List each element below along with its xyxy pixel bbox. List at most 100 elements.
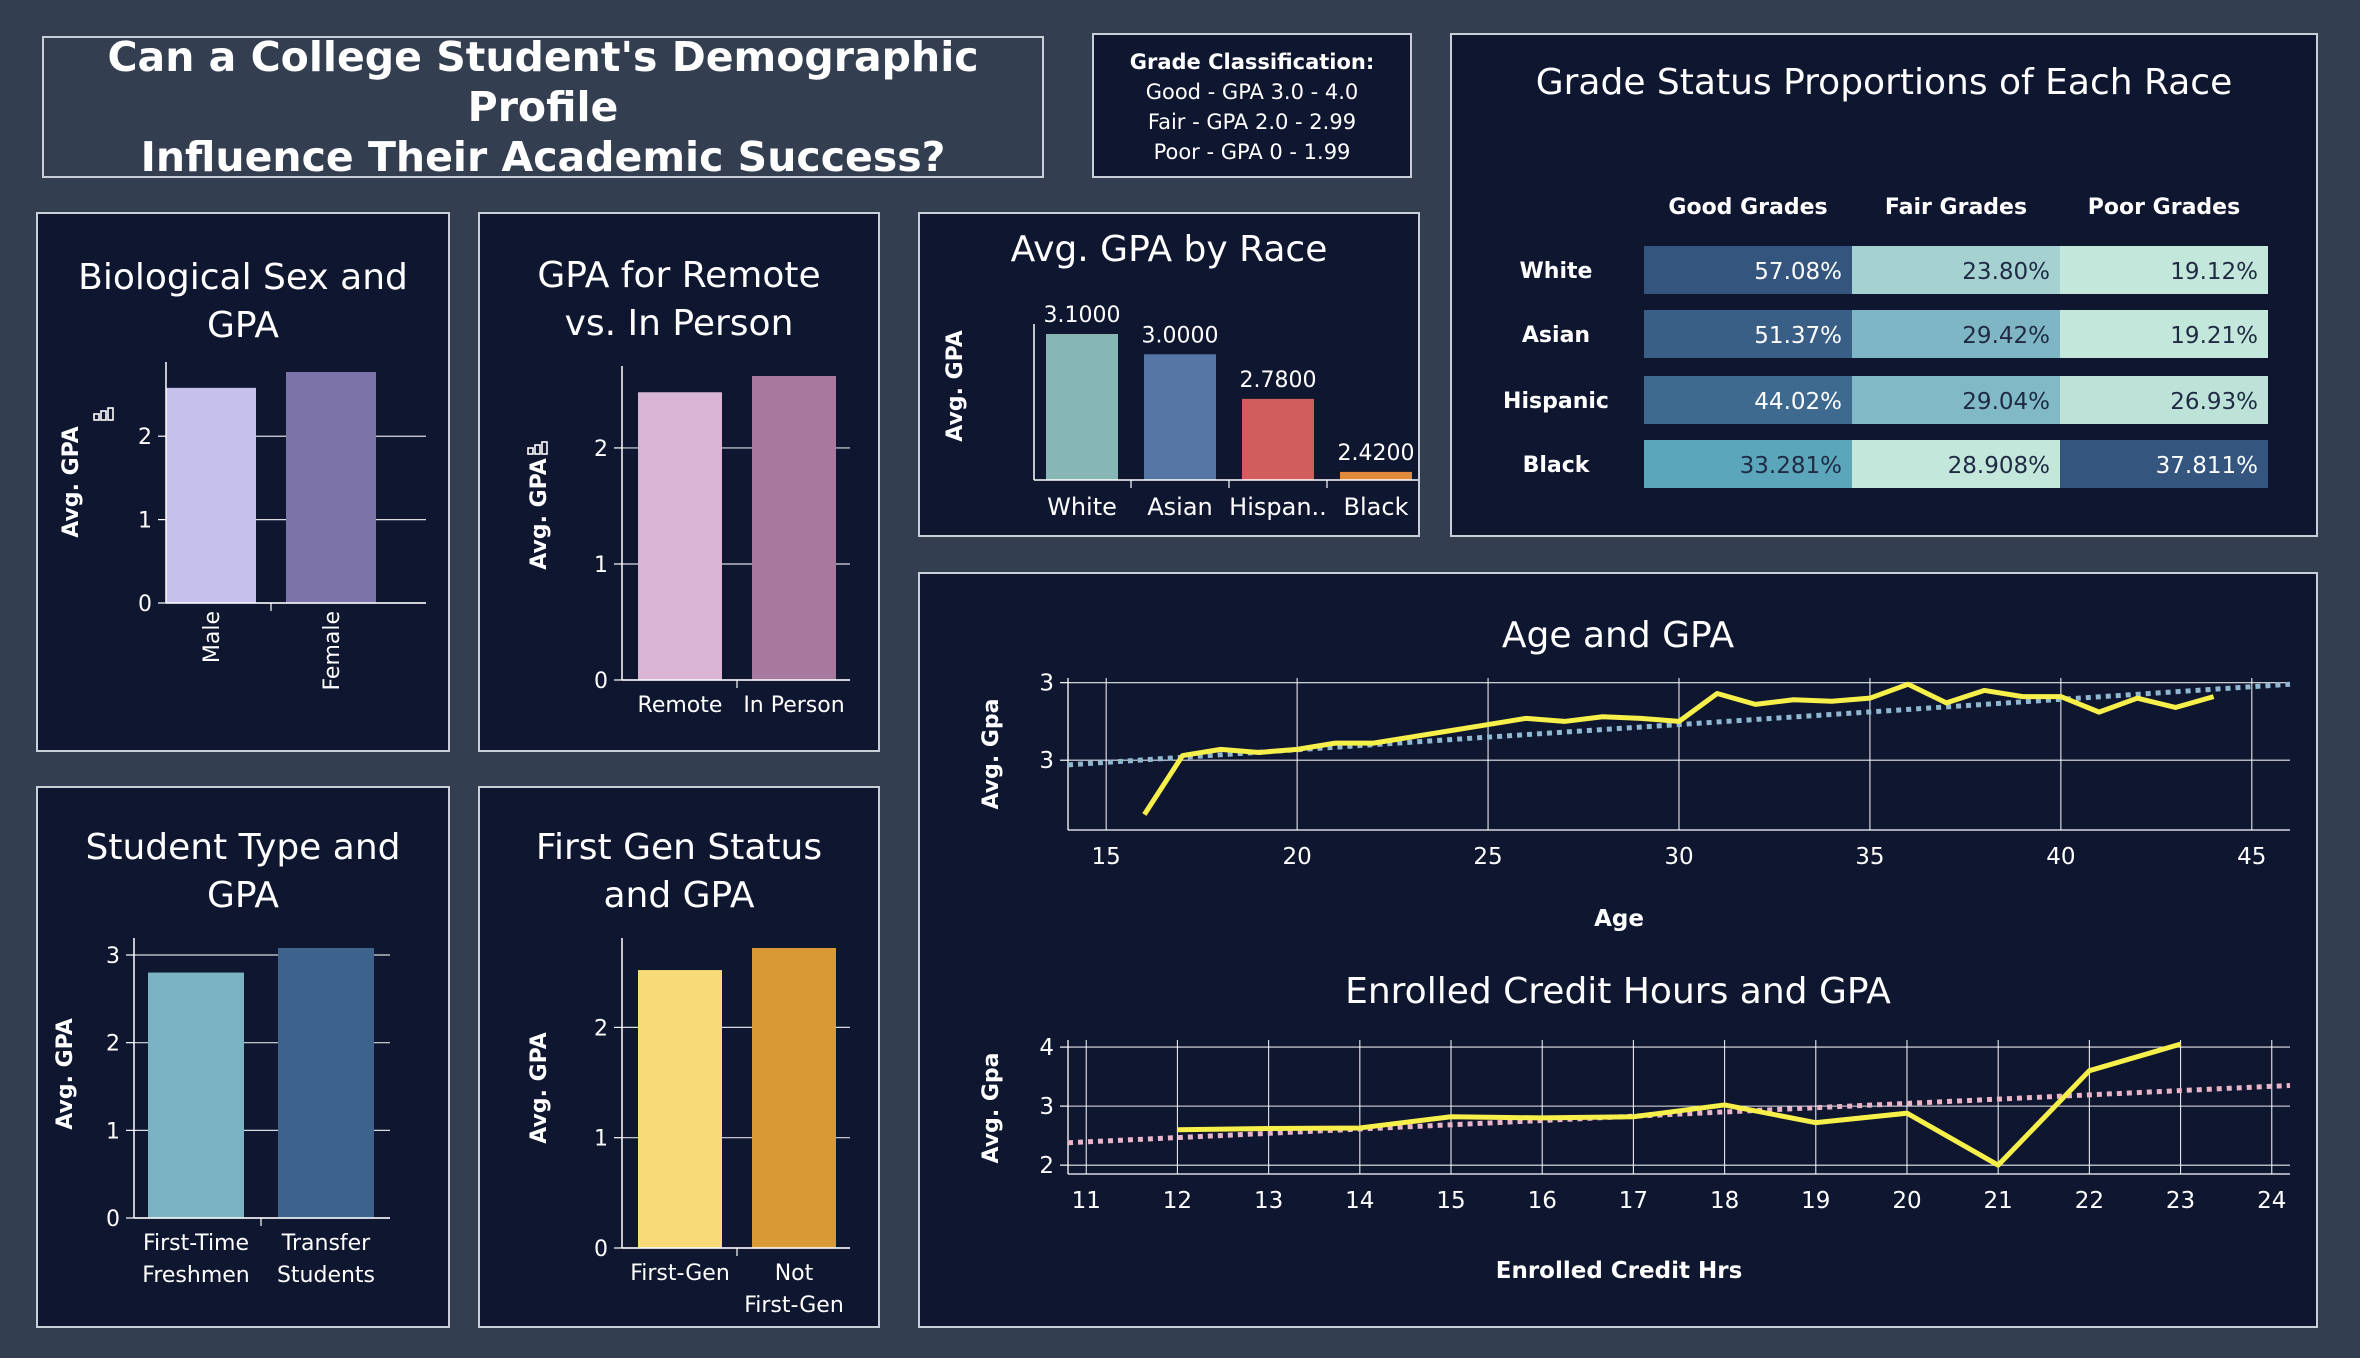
heatmap-cell	[1852, 310, 2060, 358]
remote-gpa-title: GPA for Remote vs. In Person	[480, 252, 878, 348]
firstgen-gpa-title: First Gen Status and GPA	[480, 824, 878, 920]
y-axis-label: Avg. GPA	[527, 1032, 552, 1144]
age-gpa-title: Age and GPA	[1501, 615, 1735, 656]
x-tick-label: 17	[1619, 1188, 1648, 1214]
x-tick-label: Black	[1344, 493, 1409, 521]
race-heatmap-chart: Good Grades Fair Grades Poor Grades White 57…	[1503, 195, 2268, 488]
y-tick-label: 2	[594, 437, 608, 462]
x-tick-label: 20	[1282, 844, 1311, 870]
heatmap-cell-label: 28.908%	[1948, 453, 2050, 479]
bar-value-label: 3.0000	[1142, 323, 1219, 348]
sex-gpa-title-line2: GPA	[207, 305, 279, 346]
y-tick-label: 2	[106, 1032, 120, 1057]
x-tick-label: First-Gen	[744, 1293, 844, 1318]
dashboard-title-box: Can a College Student's Demographic Prof…	[42, 33, 1044, 181]
grade-classification-heading: Grade Classification:	[1129, 50, 1375, 74]
x-tick-label: Asian	[1147, 493, 1213, 521]
grade-classification-fair: Fair - GPA 2.0 - 2.99	[1147, 110, 1357, 134]
heatmap-cell	[1644, 376, 1852, 424]
bar-first-gen	[638, 970, 722, 1248]
x-tick-label: 16	[1528, 1188, 1557, 1214]
column-header: Fair Grades	[1885, 195, 2027, 220]
heatmap-cell	[2060, 440, 2268, 488]
x-tick-label: 23	[2166, 1188, 2195, 1214]
x-tick-label: 19	[1801, 1188, 1830, 1214]
column-header: Poor Grades	[2088, 195, 2240, 220]
bar-hispan	[1242, 398, 1314, 480]
x-tick-label: In Person	[743, 693, 844, 718]
y-tick-label: 2	[594, 1016, 608, 1041]
race-gpa-title: Avg. GPA by Race	[1010, 229, 1328, 270]
bar-remote	[638, 392, 722, 680]
remote-gpa-chart: 0 1 2 Remote In Person Avg. GPA	[527, 366, 850, 718]
race-gpa-panel: Avg. GPA by Race 3.1000 White 3.0000 Asian 2…	[918, 212, 1420, 537]
x-tick-label: Not	[775, 1261, 814, 1286]
x-tick-label: 15	[1436, 1188, 1465, 1214]
firstgen-gpa-title-line1: First Gen Status	[535, 827, 823, 868]
bar-not-first-gen	[752, 948, 836, 1248]
studenttype-gpa-title: Student Type and GPA	[38, 824, 448, 920]
y-tick-label: 1	[138, 509, 152, 534]
y-tick-label: 3	[1039, 671, 1054, 697]
remote-gpa-title-line1: GPA for Remote	[537, 255, 821, 296]
dashboard-title-line1: Can a College Student's Demographic Prof…	[107, 33, 979, 131]
x-tick-label: 12	[1163, 1188, 1192, 1214]
trend-line	[1067, 1082, 2291, 1146]
y-tick-label: 0	[594, 1237, 608, 1262]
heatmap-cell	[1644, 246, 1852, 294]
heatmap-cell	[2060, 376, 2268, 424]
heatmap-cell	[2060, 246, 2268, 294]
y-axis-label: Avg. GPA	[53, 1018, 78, 1130]
y-tick-label: 3	[1039, 748, 1054, 774]
bar-white	[1046, 334, 1118, 480]
credit-gpa-title: Enrolled Credit Hours and GPA	[1345, 971, 1891, 1012]
x-tick-label: 18	[1710, 1188, 1739, 1214]
x-tick-label: White	[1047, 493, 1117, 521]
heatmap-cell	[1644, 440, 1852, 488]
x-tick-label: 13	[1254, 1188, 1283, 1214]
heatmap-cell-label: 19.12%	[2170, 259, 2258, 285]
x-axis-label: Age	[1594, 906, 1644, 932]
bar-first-time-freshmen	[148, 972, 244, 1218]
bar-value-label: 2.4200	[1338, 441, 1415, 466]
bar-chart-icon	[93, 413, 100, 421]
heatmap-cell-label: 26.93%	[2170, 389, 2258, 415]
line-charts-panel: Age and GPA Enrolled Credit Hours and GP…	[918, 572, 2318, 1328]
x-tick-label: 14	[1345, 1188, 1374, 1214]
sex-gpa-title-line1: Biological Sex and	[78, 257, 408, 298]
y-tick-label: 3	[1039, 1094, 1054, 1120]
x-tick-label: Remote	[638, 693, 723, 718]
bar-chart-icon	[100, 410, 107, 421]
row-label: Asian	[1522, 323, 1590, 348]
heatmap-cell-label: 33.281%	[1740, 453, 1842, 479]
bar-chart-icon	[107, 407, 114, 421]
x-tick-label: Transfer	[281, 1231, 371, 1256]
dashboard-title-line2: Influence Their Academic Success?	[140, 133, 946, 181]
x-tick-label: 22	[2075, 1188, 2104, 1214]
x-tick-label: 40	[2046, 844, 2075, 870]
sex-gpa-panel: Biological Sex and GPA 0 1 2 Male Female Avg.…	[36, 212, 450, 752]
heatmap-cell-label: 57.08%	[1754, 259, 1842, 285]
x-tick-label: 24	[2257, 1188, 2286, 1214]
heatmap-cell	[1852, 440, 2060, 488]
y-tick-label: 2	[138, 425, 152, 450]
y-tick-label: 3	[106, 944, 120, 969]
y-tick-label: 0	[594, 669, 608, 694]
studenttype-gpa-chart: 0 1 2 3 First-Time Freshmen Transfer Students Av…	[53, 938, 390, 1288]
heatmap-cell-label: 51.37%	[1754, 323, 1842, 349]
x-axis-label: Enrolled Credit Hrs	[1496, 1258, 1743, 1284]
x-tick-label: 21	[1984, 1188, 2013, 1214]
x-tick-label: 35	[1855, 844, 1884, 870]
grade-classification-box: Grade Classification: Good - GPA 3.0 - 4…	[1092, 33, 1412, 178]
x-tick-label: First-Gen	[630, 1261, 730, 1286]
bar-value-label: 2.7800	[1240, 368, 1317, 393]
y-tick-label: 2	[1039, 1153, 1054, 1179]
studenttype-gpa-panel: Student Type and GPA 0 1 2 3 First-Time Fresh…	[36, 786, 450, 1328]
bar-black	[1340, 471, 1412, 480]
bar-in-person	[752, 376, 836, 680]
y-tick-label: 1	[106, 1119, 120, 1144]
bar-female	[286, 372, 376, 603]
firstgen-gpa-chart: 0 1 2 First-Gen Not First-Gen Avg. GPA	[527, 938, 850, 1318]
x-tick-label: Female	[320, 611, 345, 691]
firstgen-gpa-title-line2: and GPA	[603, 875, 755, 916]
